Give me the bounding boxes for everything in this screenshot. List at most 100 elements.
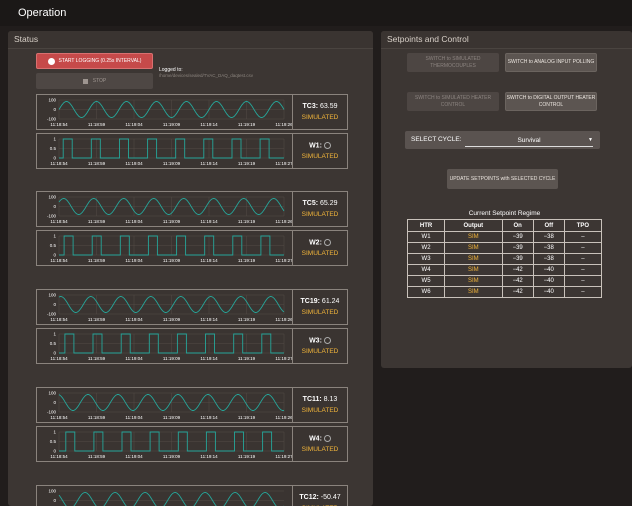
table-cell: −40 (533, 287, 564, 298)
x-tick-label: 11:19:14 (200, 454, 218, 459)
x-tick-label: 11:19:09 (163, 258, 181, 263)
cycle-value: Survival (517, 137, 540, 144)
y-tick-label: -100 (47, 312, 57, 317)
x-tick-label: 11:18:54 (50, 317, 68, 322)
x-tick-label: 11:19:04 (125, 454, 143, 459)
heater-name: W3: (293, 337, 347, 344)
table-cell: −39 (502, 232, 533, 243)
stop-button[interactable]: STOP (36, 73, 153, 89)
switch-simulated-thermocouples-button[interactable]: SWITCH to SIMULATED THERMOCOUPLES (407, 53, 499, 72)
simulated-badge: SIMULATED (293, 153, 347, 160)
simulated-badge: SIMULATED (293, 407, 347, 414)
x-tick-label: 11:19:19 (238, 454, 256, 459)
sensor-name: TC5: 65.29 (293, 200, 347, 207)
setpoints-title: Setpoints and Control (381, 31, 632, 49)
table-cell: SIM (445, 265, 503, 276)
table-cell: −40 (533, 276, 564, 287)
sensor-name: TC3: 63.59 (293, 103, 347, 110)
stop-icon (83, 79, 88, 84)
x-tick-label: 11:19:14 (200, 258, 218, 263)
x-tick-label: 11:19:09 (163, 356, 181, 361)
table-cell: – (564, 276, 601, 287)
status-panel: Status START LOGGING (0.25s INTERVAL) ST… (8, 31, 373, 506)
setpoints-panel: Setpoints and Control SWITCH to SIMULATE… (381, 31, 632, 368)
x-tick-label: 11:19:19 (238, 317, 256, 322)
table-cell: −38 (533, 243, 564, 254)
x-tick-label: 11:19:09 (163, 317, 181, 322)
table-cell: SIM (445, 287, 503, 298)
sensor-name: TC19: 61.24 (293, 298, 347, 305)
y-tick-label: 0 (53, 302, 56, 307)
y-tick-label: 1 (53, 332, 56, 337)
x-tick-label: 11:19:14 (200, 161, 218, 166)
table-cell: W3 (408, 254, 445, 265)
x-tick-label: 11:18:54 (50, 454, 68, 459)
x-tick-label: 11:19:04 (125, 161, 143, 166)
x-tick-label: 11:19:27 (275, 258, 292, 263)
y-tick-label: 0 (53, 351, 56, 356)
x-tick-label: 11:18:54 (50, 219, 68, 224)
x-tick-label: 11:18:59 (88, 122, 106, 127)
table-cell: −42 (502, 276, 533, 287)
switch-analog-polling-button[interactable]: SWITCH to ANALOG INPUT POLLING (505, 53, 597, 72)
y-tick-label: 0.5 (50, 439, 57, 444)
x-tick-label: 11:18:54 (50, 122, 68, 127)
app-title: Operation (18, 7, 66, 19)
heater-name: W2: (293, 239, 347, 246)
x-tick-label: 11:18:59 (88, 415, 106, 420)
table-cell: – (564, 232, 601, 243)
y-tick-label: 0 (53, 107, 56, 112)
y-tick-label: -100 (47, 410, 57, 415)
switch-digital-heater-button[interactable]: SWITCH to DIGITAL OUTPUT HEATER CONTROL (505, 92, 597, 111)
name-label: TC3: (302, 103, 318, 110)
start-logging-label: START LOGGING (0.25s INTERVAL) (59, 58, 142, 64)
status-title: Status (8, 31, 373, 49)
table-cell: W6 (408, 287, 445, 298)
switch-simulated-heater-button[interactable]: SWITCH to SIMULATED HEATER CONTROL (407, 92, 499, 111)
x-tick-label: 11:19:04 (125, 258, 143, 263)
heater-name: W4: (293, 435, 347, 442)
heater-name: W1: (293, 142, 347, 149)
x-tick-label: 11:19:09 (163, 161, 181, 166)
cycle-select[interactable]: Survival ▼ (465, 137, 593, 147)
x-tick-label: 11:19:14 (200, 219, 218, 224)
table-cell: – (564, 243, 601, 254)
y-tick-label: 100 (48, 98, 56, 103)
update-setpoints-button[interactable]: UPDATE SETPOINTS with SELECTED CYCLE (447, 169, 558, 189)
card-info: TC19: 61.24 SIMULATED (293, 290, 347, 324)
start-logging-button[interactable]: START LOGGING (0.25s INTERVAL) (36, 53, 153, 69)
x-tick-label: 11:18:59 (88, 454, 106, 459)
table-cell: – (564, 287, 601, 298)
y-tick-label: -100 (47, 214, 57, 219)
y-tick-label: 0 (53, 400, 56, 405)
x-tick-label: 11:18:54 (50, 415, 68, 420)
simulated-badge: SIMULATED (293, 309, 347, 316)
x-tick-label: 11:18:54 (50, 258, 68, 263)
table-cell: −38 (533, 232, 564, 243)
status-dot-icon (324, 239, 331, 246)
y-tick-label: 1 (53, 430, 56, 435)
x-tick-label: 11:19:14 (200, 415, 218, 420)
table-cell: −42 (502, 287, 533, 298)
y-tick-label: 100 (48, 489, 56, 494)
temperature-trace (59, 493, 284, 506)
x-tick-label: 11:19:09 (163, 415, 181, 420)
record-icon (48, 58, 55, 65)
y-tick-label: 0 (53, 253, 56, 258)
x-tick-label: 11:18:59 (88, 356, 106, 361)
